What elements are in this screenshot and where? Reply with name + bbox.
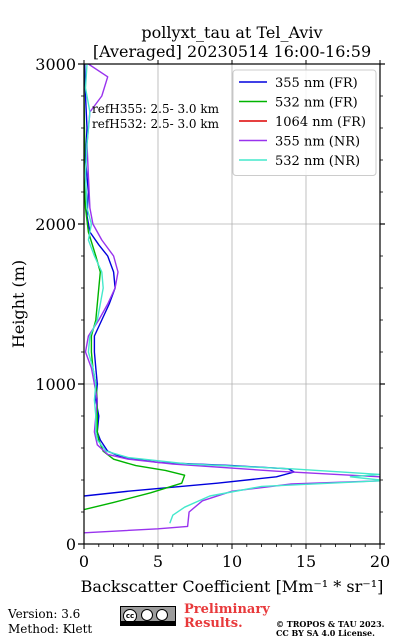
- cc-license-badge: cc: [120, 606, 176, 626]
- by-icon: [141, 609, 153, 621]
- chart-title: pollyxt_tau at Tel_Aviv: [141, 23, 322, 42]
- legend-label: 532 nm (FR): [275, 96, 358, 111]
- x-tick-label: 20: [370, 552, 390, 571]
- x-tick-label: 10: [222, 552, 242, 571]
- method-text: Method: Klett: [8, 622, 93, 636]
- legend-label: 355 nm (NR): [275, 135, 360, 150]
- chart-subtitle: [Averaged] 20230514 16:00-16:59: [93, 42, 371, 61]
- preliminary-notice: Preliminary Results.: [184, 603, 270, 631]
- preliminary-line-2: Results.: [184, 616, 243, 631]
- license-line-1: © TROPOS & TAU 2023.: [276, 619, 385, 629]
- axis-ticks: 0 5 10 15 20 0 1000 2000 3000: [35, 55, 390, 571]
- y-tick-label: 1000: [35, 375, 76, 394]
- sa-icon: [156, 609, 168, 621]
- legend-label: 532 nm (NR): [275, 154, 360, 169]
- y-tick-label: 2000: [35, 215, 76, 234]
- badge-strip: [121, 621, 175, 625]
- annotation-ref-532: refH532: 2.5- 3.0 km: [92, 117, 220, 131]
- x-tick-label: 0: [79, 552, 89, 571]
- version-info: Version: 3.6 Method: Klett: [8, 607, 92, 637]
- preliminary-line-1: Preliminary: [184, 602, 270, 617]
- license-notice: © TROPOS & TAU 2023. CC BY SA 4.0 Licens…: [276, 620, 384, 638]
- legend-label: 1064 nm (FR): [275, 115, 366, 130]
- y-axis-label: Height (m): [9, 260, 28, 348]
- legend: 355 nm (FR) 532 nm (FR) 1064 nm (FR) 355 nm…: [232, 69, 377, 176]
- y-tick-label: 0: [66, 535, 76, 554]
- backscatter-profile-chart: pollyxt_tau at Tel_Aviv [Averaged] 20230…: [9, 23, 390, 596]
- x-tick-label: 15: [296, 552, 316, 571]
- series-line-4: [84, 64, 380, 524]
- series-lines: [84, 64, 380, 534]
- legend-box: [232, 69, 377, 176]
- legend-label: 355 nm (FR): [275, 76, 358, 91]
- x-tick-label: 5: [153, 552, 163, 571]
- license-line-2: CC BY SA 4.0 License.: [276, 628, 375, 638]
- version-text: Version: 3.6: [8, 607, 81, 621]
- y-tick-label: 3000: [35, 55, 76, 74]
- x-axis-label: Backscatter Coefficient [Mm⁻¹ * sr⁻¹]: [81, 577, 384, 596]
- annotation-ref-355: refH355: 2.5- 3.0 km: [92, 102, 220, 116]
